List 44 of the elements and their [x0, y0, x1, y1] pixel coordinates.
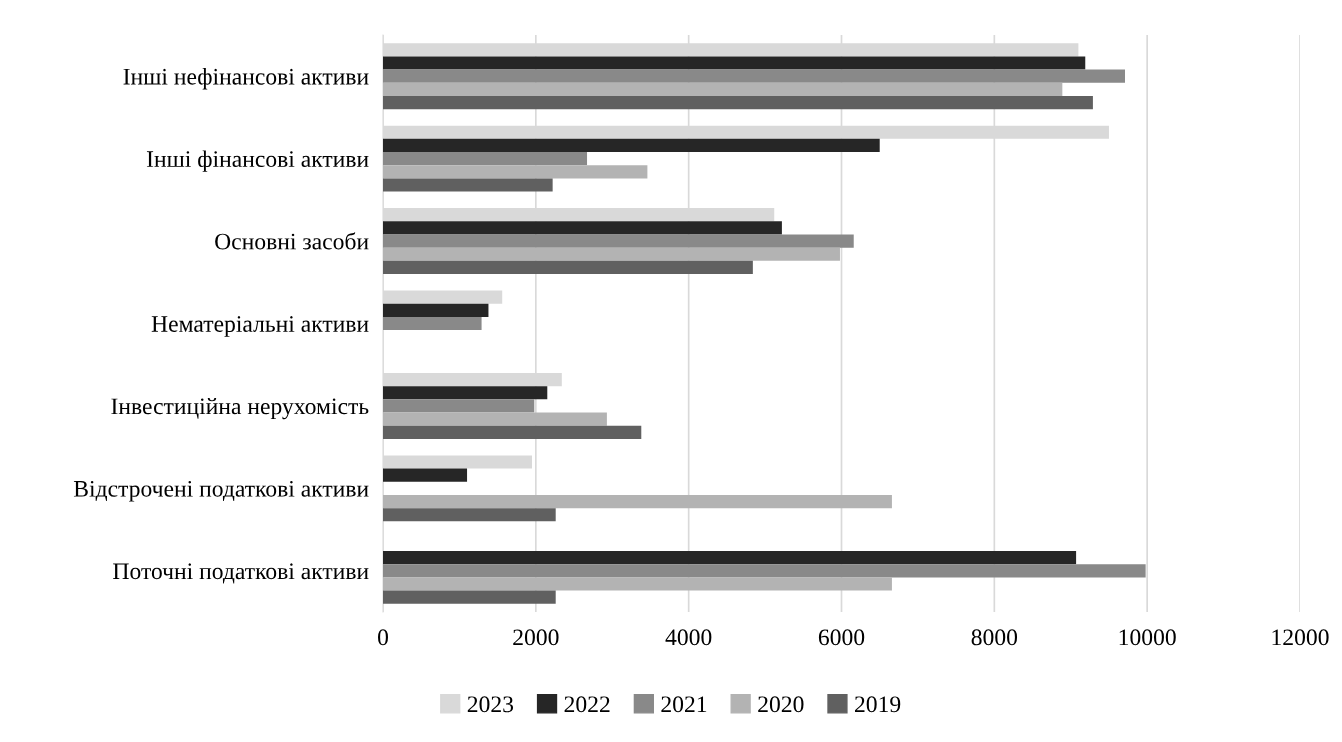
legend-label: 2023: [467, 696, 514, 713]
y-tick-label: Основні засоби: [215, 232, 369, 250]
legend-label: 2022: [564, 696, 610, 713]
x-tick-label: 4000: [665, 629, 712, 646]
bar: [383, 303, 489, 317]
bar: [383, 494, 892, 509]
bar: [383, 577, 892, 591]
bar: [383, 234, 854, 248]
x-tick-label: 10000: [1119, 629, 1176, 646]
bar: [383, 412, 607, 426]
bar: [383, 260, 753, 275]
x-tick-label: 6000: [818, 629, 865, 646]
y-tick-label: Нематеріальні активи: [151, 316, 369, 337]
bar: [383, 138, 880, 153]
bar: [383, 316, 482, 331]
bar: [383, 508, 556, 522]
legend-label: 2019: [855, 696, 901, 713]
x-tick-label: 0: [378, 629, 388, 646]
bar: [383, 82, 1063, 96]
y-tick-label: Відстрочені податкові активи: [73, 480, 369, 502]
x-tick-label: 8000: [971, 629, 1018, 646]
bar: [383, 152, 588, 166]
bar: [383, 247, 840, 261]
bar: [383, 399, 535, 413]
bar: [383, 590, 556, 604]
y-tick-label: Інші фінансові активи: [146, 150, 369, 172]
bar: [383, 165, 648, 179]
bar: [383, 178, 553, 192]
bar: [383, 468, 468, 482]
legend-label: 2021: [661, 696, 707, 713]
bar: [383, 386, 548, 400]
bar: [383, 551, 1077, 565]
y-tick-label: Поточні податкові активи: [113, 563, 369, 584]
bar: [383, 69, 1126, 83]
x-tick-label: 2000: [513, 629, 559, 646]
y-tick-label: Інші нефінансові активи: [123, 68, 369, 90]
bar: [383, 96, 1093, 110]
bar: [383, 425, 642, 439]
legend-label: 2020: [758, 696, 804, 713]
x-tick-label: 12000: [1272, 629, 1329, 646]
bar: [383, 56, 1086, 70]
bar: [383, 564, 1146, 578]
bar: [383, 221, 782, 235]
y-tick-label: Інвестиційна нерухомість: [111, 397, 369, 420]
